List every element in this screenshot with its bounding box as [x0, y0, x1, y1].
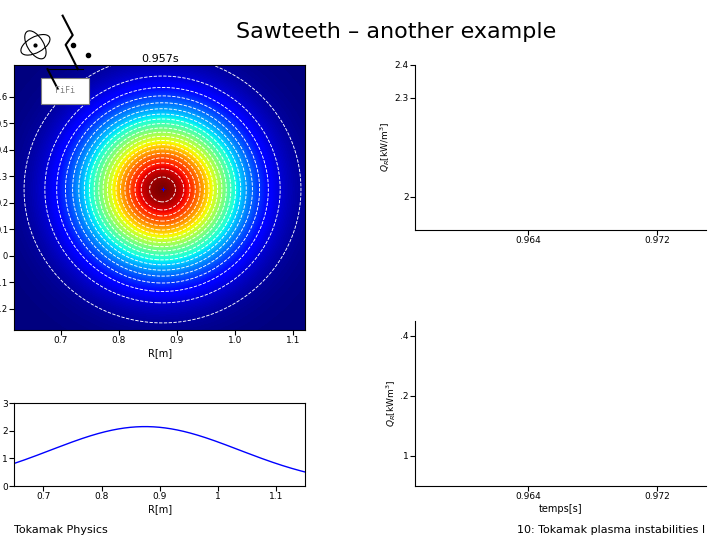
Text: FiFi: FiFi: [55, 86, 75, 96]
X-axis label: R[m]: R[m]: [148, 348, 171, 358]
Text: Sawteeth – another example: Sawteeth – another example: [236, 22, 556, 42]
Title: 0.957s: 0.957s: [141, 54, 179, 64]
Y-axis label: $Q_R$[kWm$^3$]: $Q_R$[kWm$^3$]: [384, 380, 397, 427]
Y-axis label: $Q_R$[kW/m$^3$]: $Q_R$[kW/m$^3$]: [378, 122, 392, 172]
Text: Tokamak Physics: Tokamak Physics: [14, 524, 108, 535]
X-axis label: temps[s]: temps[s]: [539, 504, 582, 514]
X-axis label: R[m]: R[m]: [148, 504, 171, 514]
FancyBboxPatch shape: [42, 78, 89, 104]
Text: 10: Tokamak plasma instabilities I: 10: Tokamak plasma instabilities I: [518, 524, 706, 535]
